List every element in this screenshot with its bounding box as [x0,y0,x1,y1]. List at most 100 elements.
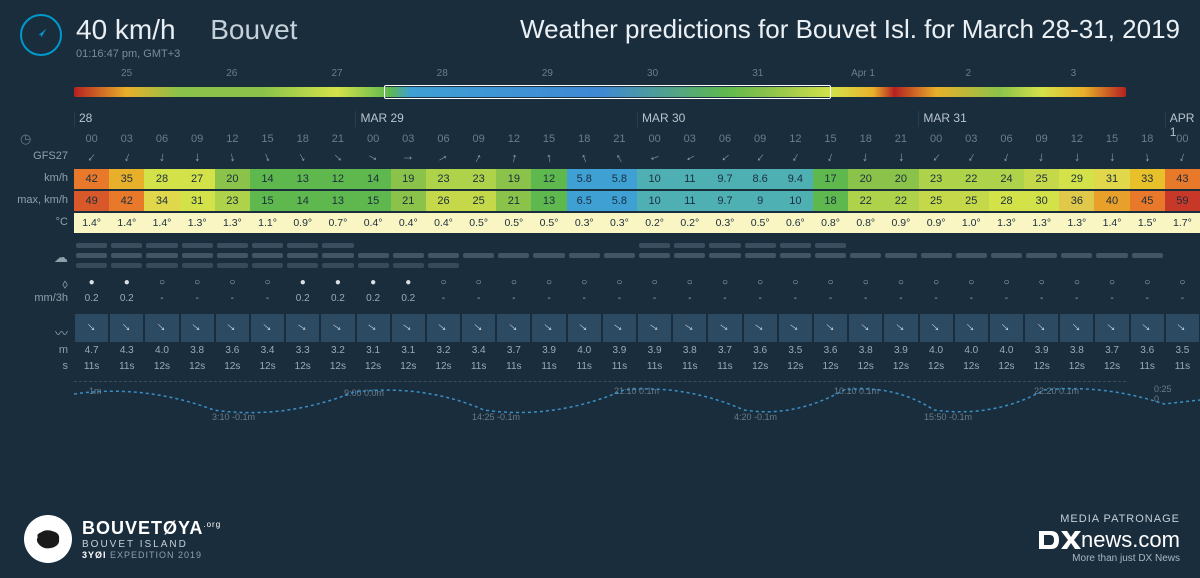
data-cell: ↑ [602,149,637,167]
data-cell: 1.3° [180,213,215,233]
data-cell: 12s [954,359,989,375]
wave-cell: ↑ [109,313,144,343]
data-cell: 23 [461,169,496,189]
wave-cell: ↑ [215,313,250,343]
data-cell: 20 [883,169,918,189]
data-cell: 25 [1024,169,1059,189]
day-header: MAR 29 [355,111,636,127]
timeline-date: 30 [600,68,705,79]
timeline-bar[interactable] [74,87,1126,97]
data-cell: - [778,291,813,307]
wave-cell: ↑ [356,313,391,343]
data-cell: 3.4 [461,343,496,359]
data-cell: 03 [391,129,426,149]
cloud-cell [567,237,602,275]
data-cell: 12s [250,359,285,375]
data-cell: 3.9 [883,343,918,359]
cloud-cell [1059,237,1094,275]
data-cell: ● [109,275,144,291]
wave-cell: ↑ [531,313,566,343]
data-cell: - [215,291,250,307]
data-cell: ● [391,275,426,291]
timeline-date: Apr 1 [810,68,915,79]
data-cell: 00 [356,129,391,149]
data-cell: 18 [567,129,602,149]
data-cell: 0.8° [848,213,883,233]
data-cell: ↑ [778,149,813,167]
data-cell: 3.6 [215,343,250,359]
data-cell: 3.7 [496,343,531,359]
wave-cell: ↑ [883,313,918,343]
media-patronage: MEDIA PATRONAGE news.com More than just … [1037,513,1180,564]
data-cell: 12 [215,129,250,149]
data-cell: 10 [637,169,672,189]
data-cell: 11s [567,359,602,375]
wave-cell: ↑ [320,313,355,343]
wave-cell: ↑ [461,313,496,343]
data-cell: 12 [1059,129,1094,149]
data-cell: ○ [637,275,672,291]
data-cell: 0.6° [778,213,813,233]
data-cell: 15 [531,129,566,149]
data-cell: 4.0 [567,343,602,359]
precip-value-row: 0.20.2----0.20.20.20.2------------------… [74,291,1200,307]
timeline-selection-marker[interactable] [384,85,831,99]
cloud-cell [743,237,778,275]
data-cell: ↑ [74,149,109,167]
data-cell: - [672,291,707,307]
data-cell: ↑ [989,149,1024,167]
data-cell: 3.7 [707,343,742,359]
data-cell: 25 [461,191,496,211]
data-cell: ● [320,275,355,291]
data-cell: ↑ [215,149,250,167]
data-cell: 23 [426,169,461,189]
data-cell: 40 [1094,191,1129,211]
gust-speed-row: 49423431231514131521262521136.55.810119.… [74,191,1200,211]
data-cell: - [1059,291,1094,307]
data-cell: ↑ [461,149,496,167]
cloud-cell [215,237,250,275]
cloud-cell [1024,237,1059,275]
cloud-cell [356,237,391,275]
wind-direction-row: ↑↑↑↑↑↑↑↑↑↑↑↑↑↑↑↑↑↑↑↑↑↑↑↑↑↑↑↑↑↑↑↑ [74,149,1200,167]
day-header: 28 [74,111,355,127]
data-cell: 11 [672,191,707,211]
data-cell: 11s [1130,359,1165,375]
data-cell: 18 [1130,129,1165,149]
wave-period-label: s [16,360,68,372]
data-cell: - [496,291,531,307]
data-cell: 1.3° [215,213,250,233]
data-cell: 0.2° [637,213,672,233]
data-cell: 5.8 [602,191,637,211]
wave-cell: ↑ [813,313,848,343]
data-cell: 1.4° [109,213,144,233]
cloud-cell [426,237,461,275]
data-cell: ● [356,275,391,291]
data-cell: ○ [461,275,496,291]
cloud-cell [391,237,426,275]
cloud-cell [461,237,496,275]
data-cell: ○ [1094,275,1129,291]
data-cell: - [1024,291,1059,307]
data-cell: ○ [602,275,637,291]
data-cell: - [1130,291,1165,307]
brand-text: BOUVETØYA.org BOUVET ISLAND 3YØI EXPEDIT… [82,518,221,560]
data-cell: 34 [144,191,179,211]
data-cell: ↑ [954,149,989,167]
wave-cell: ↑ [637,313,672,343]
timeline-date: 3 [1021,68,1126,79]
data-cell: 17 [813,169,848,189]
data-cell: - [1094,291,1129,307]
wave-cell: ↑ [496,313,531,343]
data-cell: 0.2 [74,291,109,307]
data-cell: 3.8 [848,343,883,359]
wave-cell: ↑ [602,313,637,343]
data-cell: 12s [883,359,918,375]
data-cell: 22 [848,191,883,211]
data-cell: 0.2 [285,291,320,307]
data-cell: 0.2° [672,213,707,233]
data-cell: 06 [707,129,742,149]
data-cell: ○ [743,275,778,291]
data-cell: ○ [215,275,250,291]
data-cell: 3.9 [531,343,566,359]
